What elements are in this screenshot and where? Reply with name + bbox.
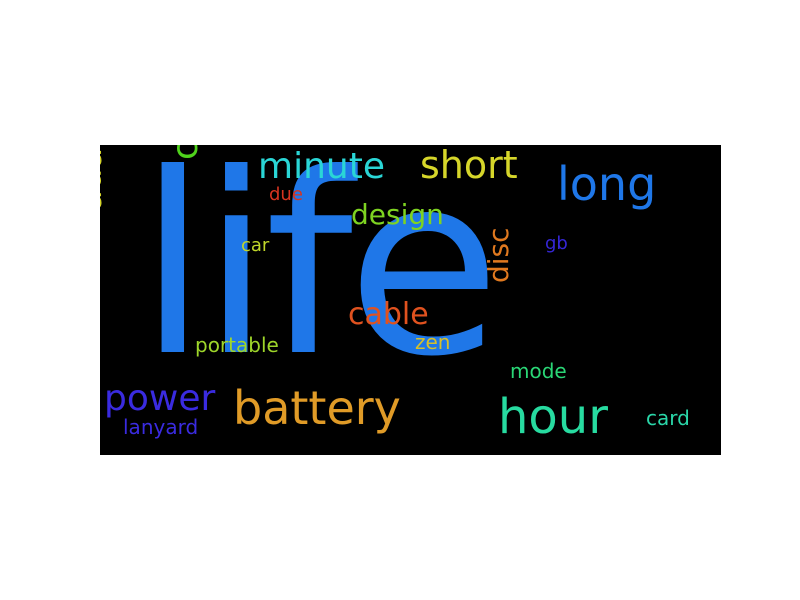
word-adapter: adapter — [100, 145, 110, 211]
word-life: life — [138, 145, 501, 411]
word-design: design — [351, 198, 444, 231]
word-portable: portable — [195, 333, 279, 357]
word-battery: battery — [233, 381, 401, 435]
word-disc: disc — [482, 227, 515, 283]
word-lanyard: lanyard — [123, 415, 199, 439]
word-mode: mode — [510, 359, 567, 383]
word-due: due — [269, 184, 303, 205]
word-hour: hour — [498, 389, 608, 445]
word-car: car — [241, 235, 270, 256]
word-gb: gb — [545, 233, 568, 254]
word-short: short — [420, 145, 518, 187]
word-card: card — [646, 406, 690, 430]
word-zen: zen — [415, 330, 451, 354]
word-long: long — [557, 157, 657, 211]
word-power: power — [104, 378, 216, 419]
word-minute: minute — [258, 146, 385, 187]
word-charger: charger — [165, 145, 206, 160]
word-cloud: life battery hour long short minute char… — [100, 145, 721, 455]
word-cable: cable — [348, 297, 429, 332]
